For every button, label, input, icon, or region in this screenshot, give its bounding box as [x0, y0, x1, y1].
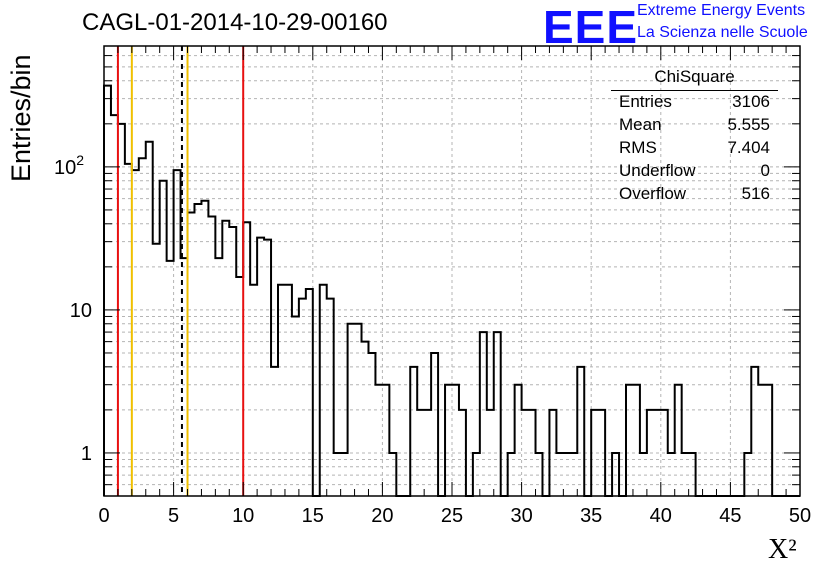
- statistics-box: ChiSquare Entries 3106 Mean 5.555 RMS 7.…: [611, 67, 778, 207]
- stats-divider: [611, 90, 778, 91]
- x-tick-label: 0: [98, 505, 109, 527]
- x-tick-label: 30: [510, 505, 532, 527]
- stats-value: 516: [741, 184, 770, 203]
- eee-logo: EEE: [543, 1, 639, 53]
- logo-subtitle-line1: Extreme Energy Events: [637, 2, 806, 19]
- x-tick-label: 25: [441, 505, 463, 527]
- y-tick-label: 1: [81, 443, 92, 465]
- axis-ticks: [103, 45, 801, 497]
- stats-key: Mean: [619, 115, 662, 134]
- y-tick-label: 102: [54, 152, 84, 179]
- stats-row-mean: Mean 5.555: [619, 115, 770, 137]
- histogram-series: [103, 84, 800, 497]
- stats-key: Overflow: [619, 184, 687, 203]
- x-tick-label: 10: [232, 505, 254, 527]
- stats-key: Underflow: [619, 161, 696, 180]
- stats-value: 7.404: [727, 138, 770, 157]
- stats-key: Entries: [619, 92, 672, 111]
- stats-value: 0: [760, 161, 770, 180]
- x-tick-label: 20: [371, 505, 393, 527]
- reference-lines: [116, 46, 245, 496]
- stats-title: ChiSquare: [654, 67, 735, 86]
- x-axis-label: X²: [768, 534, 797, 565]
- stats-row-overflow: Overflow 516: [619, 184, 770, 206]
- x-tick-label: 50: [789, 505, 811, 527]
- stats-value: 5.555: [727, 115, 770, 134]
- x-tick-label: 15: [302, 505, 324, 527]
- stats-value: 3106: [732, 92, 770, 111]
- stats-key: RMS: [619, 138, 657, 157]
- chart-title: CAGL-01-2014-10-29-00160: [82, 9, 388, 36]
- y-tick-label: 10: [70, 300, 92, 322]
- histogram-outline: [103, 84, 800, 497]
- x-tick-label: 35: [580, 505, 602, 527]
- stats-row-entries: Entries 3106: [619, 92, 770, 114]
- x-tick-label: 45: [719, 505, 741, 527]
- stats-row-underflow: Underflow 0: [619, 161, 770, 183]
- x-tick-label: 5: [168, 505, 179, 527]
- x-tick-label: 40: [650, 505, 672, 527]
- stats-row-rms: RMS 7.404: [619, 138, 770, 160]
- y-axis-label: Entries/bin: [6, 54, 36, 182]
- axis-tick-labels: 0 5 10 15 20 25 30 35 40 45 50 1 10 102: [54, 152, 811, 527]
- logo-subtitle-line2: La Scienza nelle Scuole: [637, 24, 808, 41]
